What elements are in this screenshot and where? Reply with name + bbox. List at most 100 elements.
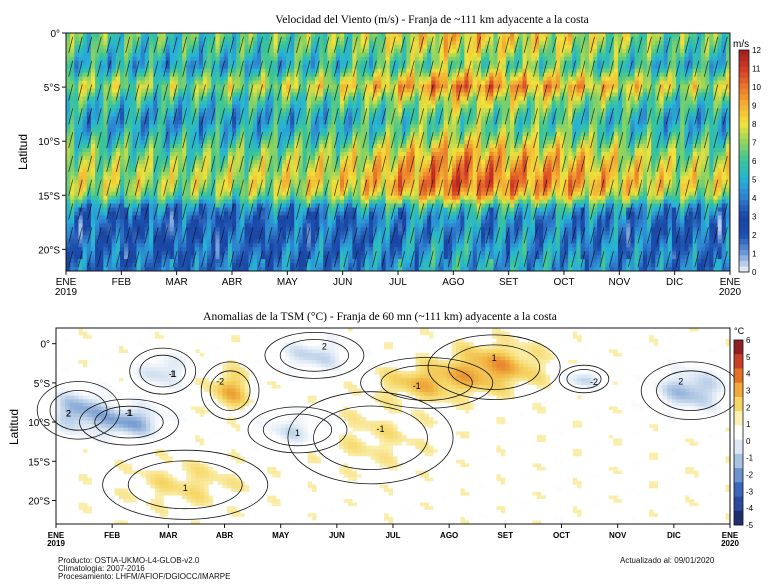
heat-cell [70,52,75,58]
heat-cell [651,68,656,74]
heat-cell [256,52,262,58]
heat-cell [676,52,681,58]
heat-cell [601,92,606,97]
heat-cell [671,48,677,54]
heat-cell [74,36,79,42]
heat-cell [414,124,420,129]
heat-cell [385,64,391,70]
heat-cell [161,116,166,121]
heat-cell [285,128,291,133]
heat-cell [261,120,266,125]
heat-cell [472,60,478,66]
heat-cell [364,144,370,149]
heat-cell [642,124,648,129]
heat-cell [464,68,469,74]
heat-cell [439,52,445,58]
heat-cell [356,80,362,85]
heat-cell [696,76,702,81]
heat-cell [534,44,540,50]
heat-cell [696,96,702,101]
heat-cell [721,132,727,137]
heat-cell [439,104,445,109]
heat-cell [709,76,714,81]
heat-cell [406,140,411,145]
heat-cell [497,136,503,141]
heat-cell [418,84,424,89]
heat-cell [435,52,440,58]
heat-cell [497,72,503,78]
heat-cell [472,40,478,46]
heat-cell [505,136,511,141]
heat-cell [588,76,594,81]
heat-cell [186,68,191,74]
heat-cell [223,124,229,129]
heat-cell [248,112,254,117]
heat-cell [676,44,681,50]
heat-cell [609,116,615,121]
heat-cell [659,72,664,78]
heat-cell [103,80,108,85]
heat-cell [207,72,212,78]
heat-cell [647,76,652,81]
heat-cell [90,120,96,125]
heat-cell [393,140,399,145]
heat-cell [443,64,449,70]
heat-cell [402,136,407,141]
heat-cell [547,84,552,89]
heat-cell [182,36,187,42]
heat-cell [688,84,694,89]
heat-cell [514,104,519,109]
heat-cell [136,140,142,145]
heat-cell [597,120,602,125]
heat-cell [655,56,660,62]
heat-cell [136,92,142,97]
heat-cell [522,124,528,129]
heat-cell [339,100,345,105]
heat-cell [530,136,536,141]
heat-cell [676,84,681,89]
heat-cell [514,56,519,62]
heat-cell [638,44,644,50]
heat-cell [273,40,279,46]
heat-cell [418,120,424,125]
heat-cell [597,72,602,78]
heat-cell [223,40,229,46]
heat-cell [368,76,374,81]
heat-cell [584,44,590,50]
heat-cell [626,108,631,113]
heat-cell [265,148,270,153]
heat-cell [294,140,299,145]
heat-cell [568,152,573,157]
heat-cell [481,84,486,89]
heat-cell [505,68,511,74]
heat-cell [617,40,623,46]
heat-cell [281,33,287,38]
heat-cell [456,116,461,121]
heat-cell [273,76,279,81]
heat-cell [248,120,254,125]
heat-cell [95,68,100,74]
heat-cell [389,36,395,42]
heat-cell [593,33,598,38]
heat-cell [456,36,461,42]
heat-cell [173,124,179,129]
heat-cell [522,116,528,121]
heat-cell [597,104,602,109]
heat-cell [597,140,602,145]
heat-cell [406,88,411,93]
heat-cell [136,76,142,81]
heat-cell [676,100,681,105]
heat-cell [709,132,714,137]
heat-cell [617,80,623,85]
heat-cell [447,68,453,74]
heat-cell [725,144,731,149]
heat-cell [344,140,349,145]
heat-cell [298,120,303,125]
heat-cell [398,120,403,125]
heat-cell [472,108,478,113]
heat-cell [642,104,648,109]
heat-cell [526,40,532,46]
heat-cell [153,48,158,54]
heat-cell [302,104,308,109]
heat-cell [115,148,121,153]
